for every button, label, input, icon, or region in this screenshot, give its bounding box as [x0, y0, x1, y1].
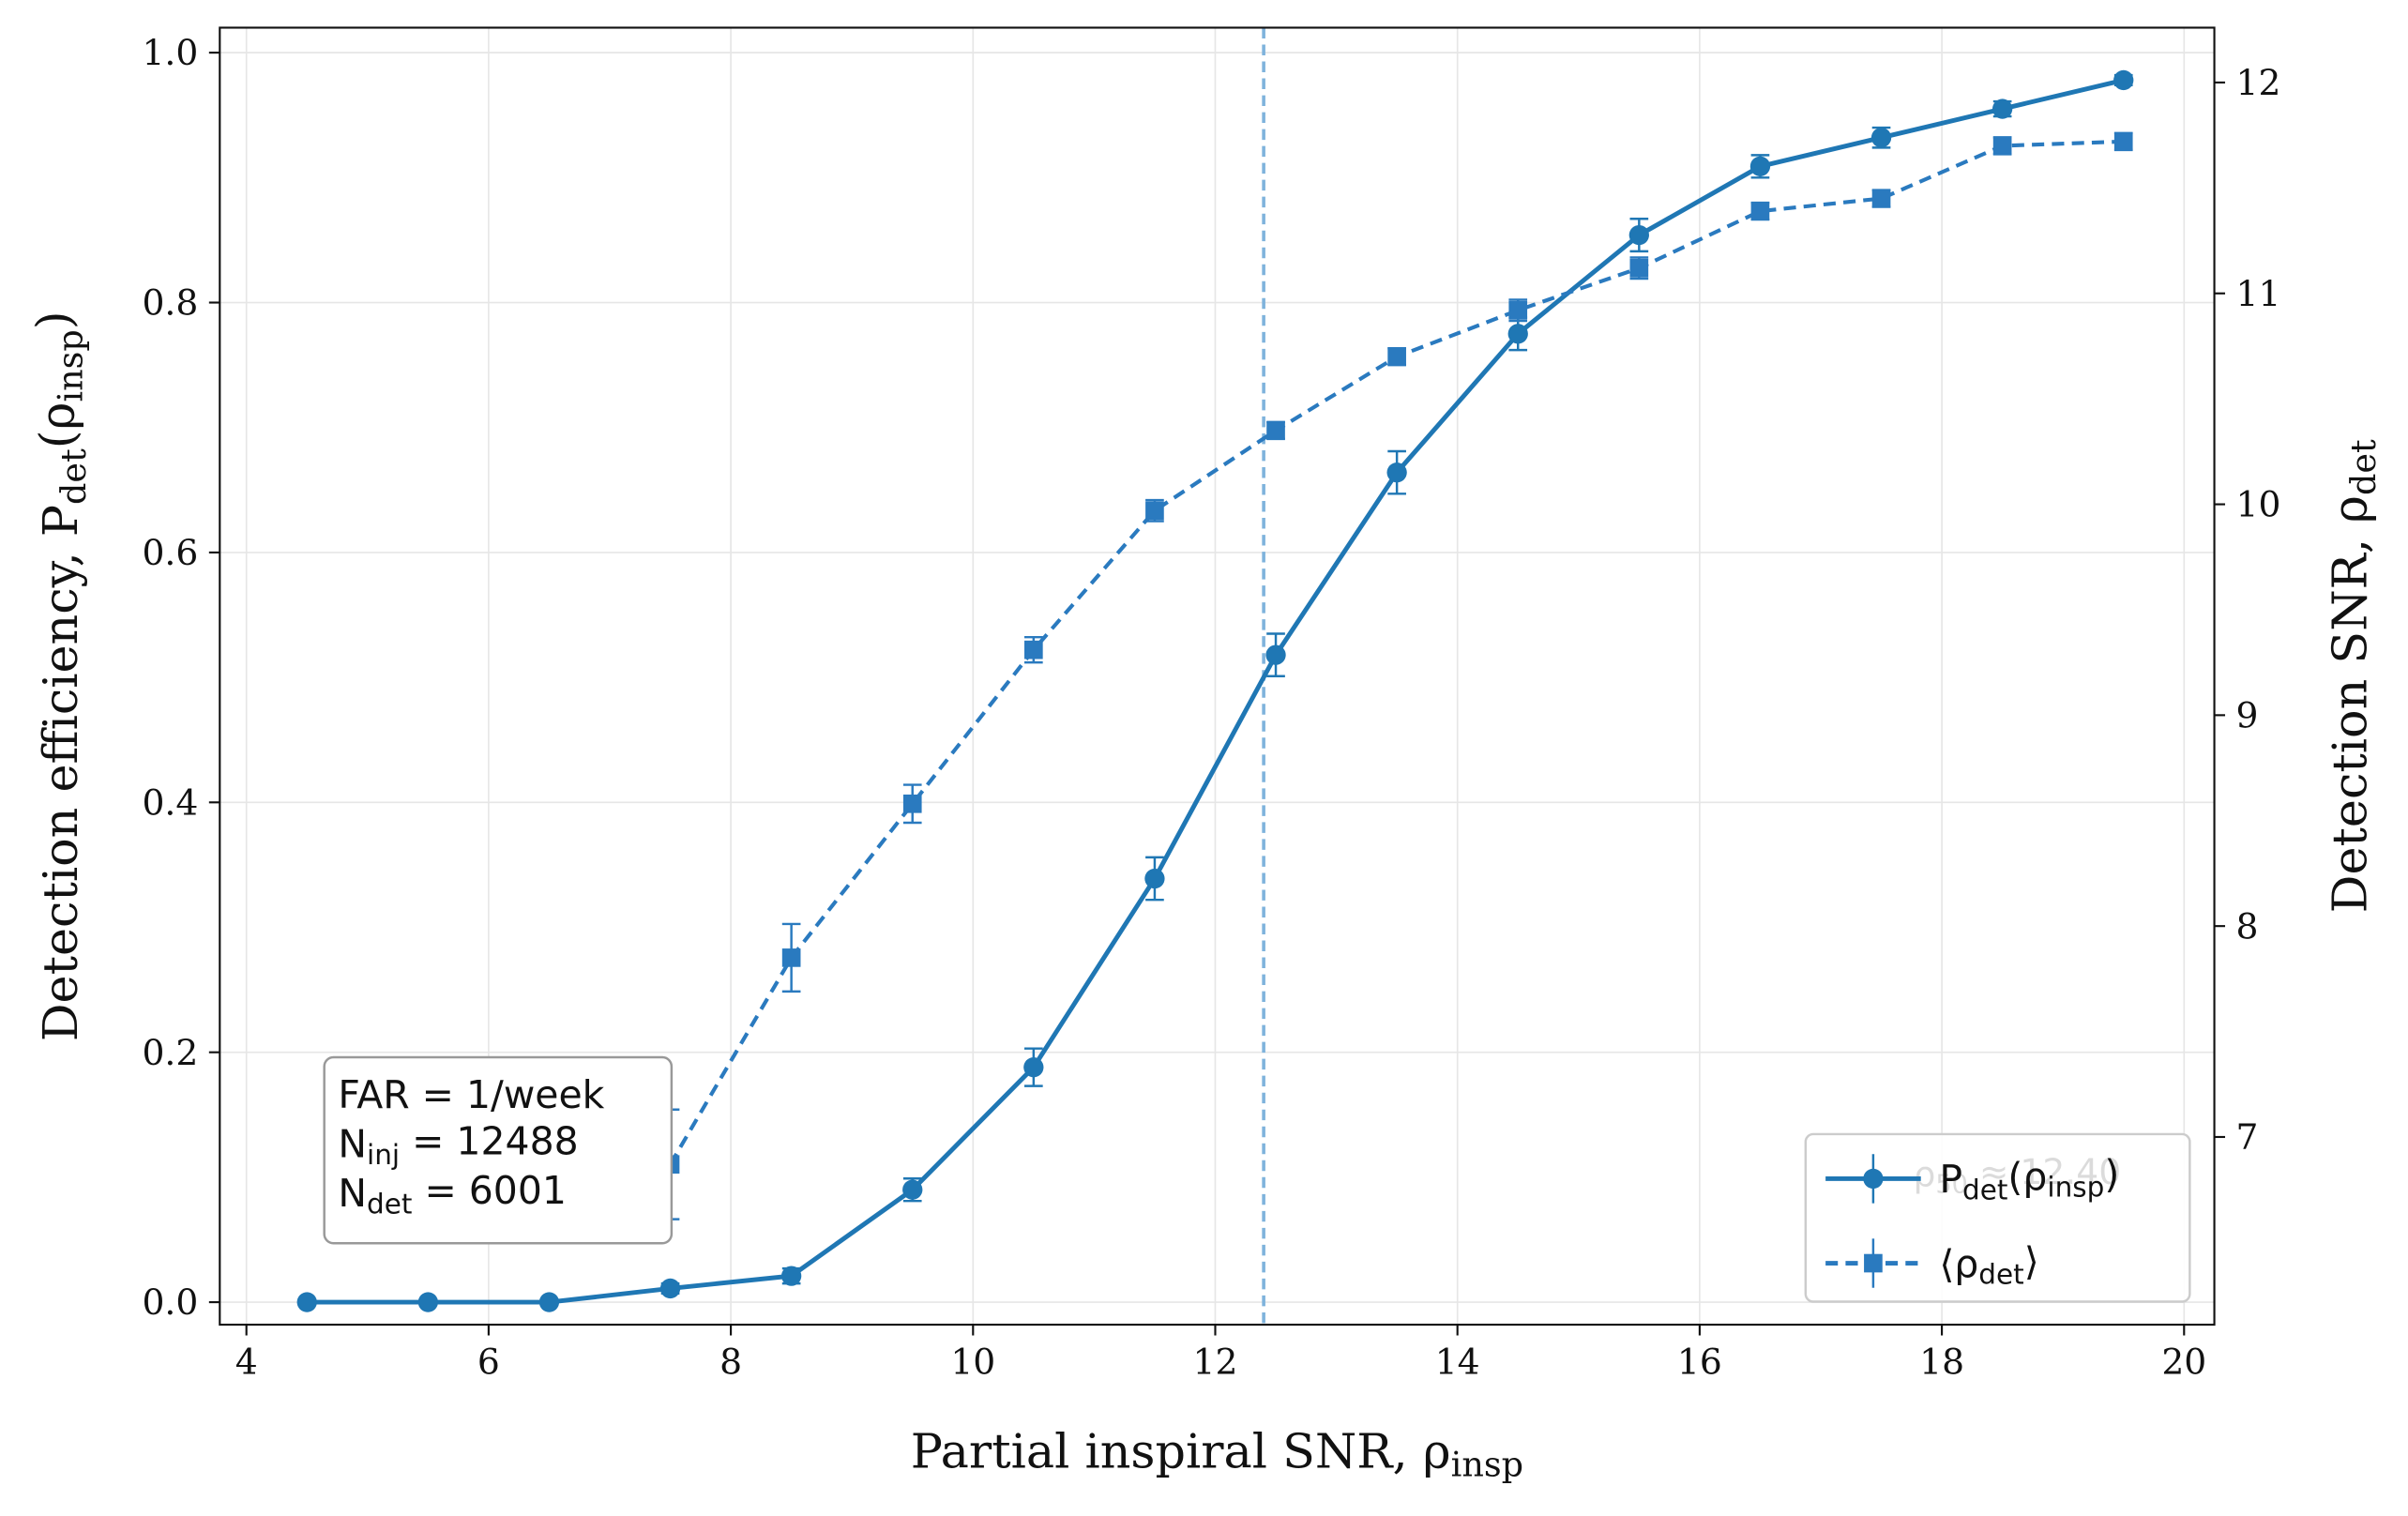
marker — [781, 948, 801, 967]
marker — [902, 794, 922, 813]
y-tick-label: 0.0 — [142, 1281, 198, 1323]
x-tick-label: 20 — [2161, 1341, 2206, 1382]
annotation-box — [323, 1055, 674, 1245]
marker — [538, 1292, 560, 1312]
y2-tick-label: 10 — [2235, 484, 2280, 525]
y-tick-label: 0.6 — [142, 532, 198, 573]
marker — [296, 1292, 317, 1312]
x-tick-label: 6 — [477, 1341, 500, 1382]
legend-label: ⟨ρdet​⟩ — [1939, 1238, 2038, 1290]
y2-tick-label: 11 — [2235, 273, 2280, 314]
marker — [780, 1266, 802, 1286]
marker — [1265, 644, 1286, 665]
y-axis-label: Detection efficiency, Pdet​(ρinsp​) — [26, 311, 94, 1041]
x-tick-label: 16 — [1677, 1341, 1722, 1382]
marker — [2113, 132, 2133, 151]
x-tick-label: 10 — [950, 1341, 995, 1382]
marker — [1023, 1057, 1044, 1078]
x-axis-label: Partial inspiral SNR, ρinsp​ — [911, 1423, 1523, 1484]
marker — [1144, 868, 1165, 889]
marker — [1992, 99, 2013, 119]
marker — [2113, 69, 2134, 91]
marker — [1507, 324, 1528, 344]
marker — [659, 1278, 681, 1299]
marker — [1628, 224, 1649, 246]
legend-marker — [1864, 1253, 1883, 1273]
marker — [1629, 258, 1649, 278]
marker — [1992, 136, 2012, 156]
y-tick-label: 0.4 — [142, 781, 198, 823]
marker — [1750, 202, 1770, 220]
legend-box — [1804, 1132, 2191, 1303]
x-tick-label: 18 — [1919, 1341, 1964, 1382]
y2-tick-label: 9 — [2235, 694, 2258, 735]
annotation-text: FAR = 1/week — [338, 1072, 604, 1117]
y-tick-label: 0.8 — [142, 282, 198, 324]
y2-axis-label: Detection SNR, ρdet​ — [2323, 439, 2384, 913]
y2-tick-label: 7 — [2235, 1116, 2258, 1158]
marker — [1387, 347, 1406, 367]
marker — [902, 1179, 923, 1200]
marker — [417, 1292, 438, 1312]
y-tick-label: 0.2 — [142, 1032, 198, 1073]
y-tick-label: 1.0 — [142, 32, 198, 73]
marker — [1024, 640, 1043, 659]
axes-frame — [219, 26, 2216, 1326]
x-tick-label: 14 — [1435, 1341, 1480, 1382]
annotation-text: Ninj​ = 12488 — [338, 1119, 578, 1171]
annotation-text: Ndet​ = 6001 — [338, 1168, 567, 1220]
y2-tick-label: 8 — [2235, 905, 2258, 947]
x-tick-label: 4 — [235, 1341, 258, 1382]
marker — [1266, 421, 1285, 440]
legend-marker — [1863, 1168, 1884, 1190]
y2-tick-label: 12 — [2235, 62, 2280, 103]
marker — [1870, 128, 1892, 148]
x-tick-label: 12 — [1193, 1341, 1238, 1382]
marker — [1749, 156, 1771, 176]
marker — [1871, 189, 1891, 208]
marker — [1386, 462, 1407, 483]
marker — [1508, 300, 1528, 320]
legend-label: Pdet​(ρinsp​) — [1939, 1151, 2119, 1205]
marker — [1145, 501, 1164, 521]
x-tick-label: 8 — [719, 1341, 742, 1382]
series-line — [307, 78, 2125, 1305]
